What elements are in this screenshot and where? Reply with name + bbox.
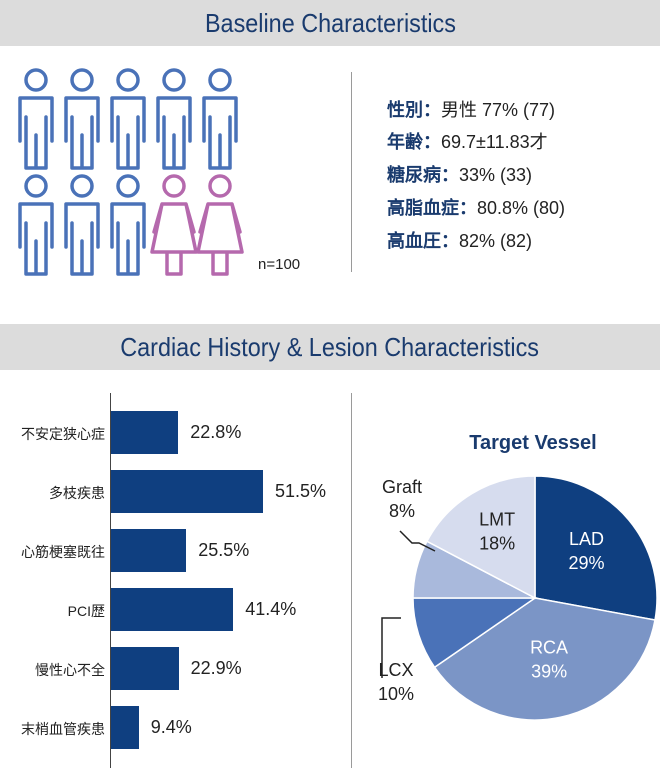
bar <box>111 470 263 513</box>
bar <box>111 647 179 690</box>
history-title: Cardiac History & Lesion Characteristics <box>120 332 540 362</box>
bar-category-label: 心筋梗塞既往 <box>21 543 105 560</box>
bar-value-label: 9.4% <box>150 716 192 737</box>
pie-slice-name: LMT <box>479 509 515 529</box>
pie-title: Target Vessel <box>469 432 596 454</box>
bar-chart-axis <box>110 393 111 768</box>
pie-slice-lcx <box>412 597 538 669</box>
pie-slice-value: 10% <box>378 684 414 704</box>
bar <box>111 529 187 572</box>
male-figure-icon <box>156 68 192 170</box>
stat-value: 男性 77% (77) <box>441 100 556 120</box>
female-figure-icon <box>196 174 244 276</box>
stat-value: 82% (82) <box>459 231 533 251</box>
history-divider <box>351 393 352 768</box>
stat-label: 年齢 <box>387 132 423 152</box>
stat-hypertension: 高血圧：82% (82) <box>387 231 533 251</box>
stat-age: 年齢：69.7±11.83才 <box>387 132 548 152</box>
sample-size: n=100 <box>258 256 301 273</box>
male-figure-icon <box>64 174 100 276</box>
pie-slice-value: 29% <box>569 553 605 573</box>
male-figure-icon <box>18 68 54 170</box>
bar-category-label: 多枝疾患 <box>49 484 105 501</box>
bar <box>111 411 179 454</box>
stat-diabetes: 糖尿病：33% (33) <box>387 165 533 185</box>
baseline-header: Baseline Characteristics <box>0 0 660 46</box>
pie-slice-rca <box>433 597 656 721</box>
bar-category-label: 不安定狭心症 <box>21 425 105 442</box>
female-figure-icon <box>150 174 198 276</box>
stat-label: 高血圧 <box>387 231 441 251</box>
pie-slice-name: LAD <box>569 529 604 549</box>
pie-slice-value: 8% <box>389 501 415 521</box>
pie-slice-value: 39% <box>531 662 567 682</box>
bar-category-label: PCI歴 <box>67 602 105 619</box>
bar-category-label: 慢性心不全 <box>35 661 105 678</box>
bar-category-label: 末梢血管疾患 <box>21 720 105 737</box>
stat-dyslipidemia: 高脂血症：80.8% (80) <box>387 198 566 218</box>
bar-value-label: 25.5% <box>198 539 250 560</box>
history-header: Cardiac History & Lesion Characteristics <box>0 324 660 370</box>
stat-label: 糖尿病 <box>387 165 441 185</box>
pie-slice-lad <box>534 475 658 621</box>
baseline-divider <box>351 72 352 272</box>
male-figure-icon <box>64 68 100 170</box>
stat-label: 性別 <box>387 100 423 120</box>
pie-slice-name: LCX <box>378 660 413 680</box>
pie-slice-value: 18% <box>479 533 515 553</box>
bar-value-label: 41.4% <box>245 598 297 619</box>
pie-chart: Target Vessel LAD 29% RCA 39% LCX 10% Graft 8% LM… <box>352 393 660 774</box>
bar-value-label: 51.5% <box>275 480 327 501</box>
pie-leader-line <box>399 530 436 552</box>
pie-leader-line <box>381 617 401 678</box>
male-figure-icon <box>18 174 54 276</box>
bar <box>111 706 139 749</box>
pie-slice-name: RCA <box>530 638 568 658</box>
bar <box>111 588 234 631</box>
bar-value-label: 22.9% <box>190 657 242 678</box>
stat-label: 高脂血症 <box>387 198 459 218</box>
pie-slice-lmt <box>425 475 536 600</box>
pie-slice-name: Graft <box>382 477 422 497</box>
bar-value-label: 22.8% <box>190 421 242 442</box>
stat-value: 33% (33) <box>459 165 533 185</box>
stat-value: 80.8% (80) <box>477 198 566 218</box>
stat-value: 69.7±11.83才 <box>441 132 548 152</box>
stat-sex: 性別：男性 77% (77) <box>387 100 556 120</box>
male-figure-icon <box>110 68 146 170</box>
baseline-title: Baseline Characteristics <box>204 8 456 38</box>
male-figure-icon <box>202 68 238 170</box>
male-figure-icon <box>110 174 146 276</box>
